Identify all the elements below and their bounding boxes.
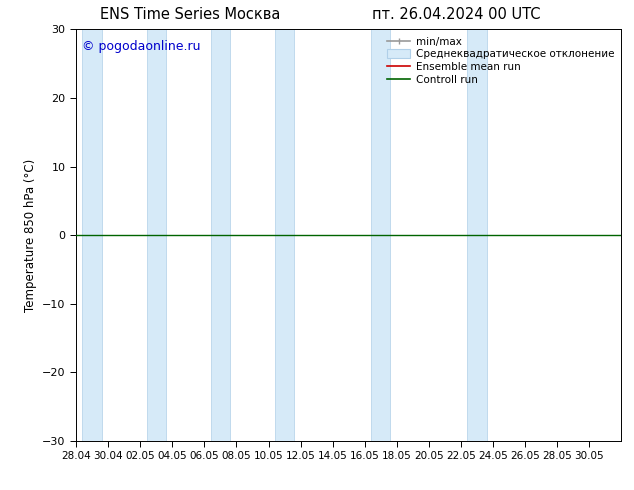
Text: ENS Time Series Москва: ENS Time Series Москва xyxy=(100,7,280,23)
Bar xyxy=(275,29,294,441)
Bar xyxy=(210,29,230,441)
Y-axis label: Temperature 850 hPa (°C): Temperature 850 hPa (°C) xyxy=(23,159,37,312)
Bar xyxy=(82,29,101,441)
Bar xyxy=(371,29,391,441)
Bar xyxy=(467,29,487,441)
Bar xyxy=(146,29,166,441)
Text: пт. 26.04.2024 00 UTC: пт. 26.04.2024 00 UTC xyxy=(372,7,541,23)
Text: © pogodaonline.ru: © pogodaonline.ru xyxy=(82,40,200,53)
Legend: min/max, Среднеквадратическое отклонение, Ensemble mean run, Controll run: min/max, Среднеквадратическое отклонение… xyxy=(385,35,616,87)
